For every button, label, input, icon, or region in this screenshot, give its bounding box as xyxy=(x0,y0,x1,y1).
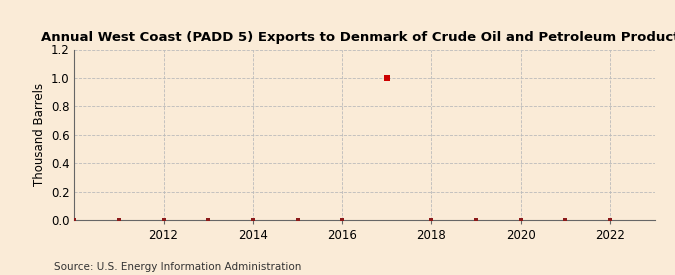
Text: Source: U.S. Energy Information Administration: Source: U.S. Energy Information Administ… xyxy=(54,262,301,272)
Point xyxy=(292,218,303,222)
Point xyxy=(381,76,392,80)
Point xyxy=(560,218,571,222)
Point xyxy=(426,218,437,222)
Point xyxy=(158,218,169,222)
Point xyxy=(113,218,124,222)
Point xyxy=(516,218,526,222)
Y-axis label: Thousand Barrels: Thousand Barrels xyxy=(34,83,47,186)
Title: Annual West Coast (PADD 5) Exports to Denmark of Crude Oil and Petroleum Product: Annual West Coast (PADD 5) Exports to De… xyxy=(41,31,675,44)
Point xyxy=(69,218,80,222)
Point xyxy=(605,218,616,222)
Point xyxy=(337,218,348,222)
Point xyxy=(202,218,213,222)
Point xyxy=(248,218,259,222)
Point xyxy=(470,218,481,222)
